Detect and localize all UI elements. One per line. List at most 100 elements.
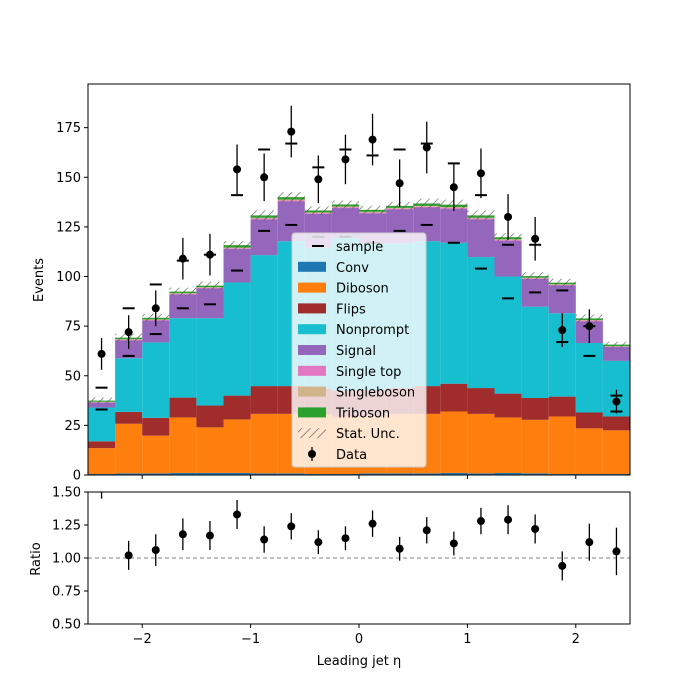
- ratio-point-3: [178, 530, 187, 539]
- ratio-point-10: [368, 519, 377, 528]
- bar-signal-6: [250, 219, 278, 256]
- legend: sample Conv Diboson Flips Nonprompt Signal Sin…: [291, 232, 427, 468]
- data-point-14: [476, 169, 485, 178]
- stat-unc-band-3: [169, 287, 197, 296]
- main-y-tick-label-2: 50: [64, 369, 81, 384]
- stat-unc-band-12: [413, 198, 441, 209]
- bar-flips-13: [440, 383, 468, 412]
- ratio-point-8: [314, 538, 323, 547]
- stat-unc-band-4: [196, 281, 224, 290]
- legend-label-single-top: Single top: [336, 365, 401, 380]
- bar-flips-14: [467, 388, 495, 414]
- bar-conv-13: [440, 473, 468, 475]
- data-point-13: [449, 183, 458, 192]
- data-point-7: [287, 127, 296, 136]
- ratio-plot-frame: [87, 491, 631, 625]
- bar-signal-0: [88, 402, 116, 408]
- ratio-y-tick-label-4: 1.50: [52, 486, 81, 501]
- bar-flips-17: [548, 396, 576, 417]
- bar-diboson-6: [250, 413, 278, 474]
- bar-diboson-3: [169, 417, 197, 474]
- bar-nonprompt-18: [575, 343, 603, 413]
- bar-signal-3: [169, 294, 197, 319]
- bar-signal-15: [494, 240, 522, 277]
- main-x-ticks: [141, 475, 577, 479]
- bar-nonprompt-1: [115, 358, 143, 412]
- main-y-tick-label-4: 100: [56, 270, 81, 285]
- bar-diboson-16: [521, 419, 549, 474]
- ratio-point-1: [124, 551, 133, 560]
- bar-signal-19: [602, 346, 630, 361]
- data-point-19: [612, 397, 621, 406]
- bar-signal-1: [115, 340, 143, 359]
- bar-conv-7: [277, 473, 305, 475]
- bar-nonprompt-0: [88, 407, 116, 442]
- bar-conv-1: [115, 473, 143, 475]
- stat-unc-band-5: [223, 241, 251, 250]
- bar-conv-6: [250, 473, 278, 475]
- ratio-y-tick-label-2: 1.00: [52, 552, 81, 567]
- stat-unc-band-14: [467, 210, 495, 221]
- legend-label-signal: Signal: [336, 344, 376, 359]
- legend-swatch-singleboson: [298, 386, 326, 397]
- x-tick-label-2: 0: [355, 632, 363, 647]
- bar-nonprompt-13: [440, 242, 468, 384]
- main-y-tick-label-5: 125: [56, 220, 81, 235]
- ratio-y-axis-label: Ratio: [29, 542, 44, 575]
- stat-unc-band-0: [88, 397, 116, 404]
- bar-conv-5: [223, 473, 251, 475]
- bar-diboson-15: [494, 417, 522, 474]
- data-point-4: [205, 250, 214, 259]
- ratio-point-6: [260, 535, 269, 544]
- data-point-17: [558, 326, 567, 335]
- main-y-tick-label-1: 25: [64, 419, 81, 434]
- legend-label-nonprompt: Nonprompt: [336, 323, 409, 338]
- bar-conv-10: [359, 473, 387, 475]
- bar-nonprompt-4: [196, 318, 224, 406]
- legend-label-flips: Flips: [336, 302, 366, 317]
- ratio-point-19: [612, 547, 621, 556]
- bar-diboson-17: [548, 416, 576, 475]
- bar-diboson-13: [440, 411, 468, 474]
- bar-conv-14: [467, 473, 495, 475]
- bar-signal-5: [223, 248, 251, 283]
- ratio-y-ticks: 0.50 0.75 1.00 1.25 1.50: [52, 486, 88, 633]
- bar-conv-4: [196, 473, 224, 475]
- ratio-plot: −2 −1 0 1 2 0.50 0.75 1.00 1.25 1.50 Ratio Leadi…: [29, 486, 631, 669]
- bar-nonprompt-15: [494, 276, 522, 394]
- legend-swatch-signal: [298, 345, 326, 355]
- main-y-axis-label: Events: [32, 258, 47, 302]
- bar-flips-15: [494, 393, 522, 418]
- legend-label-data: Data: [336, 448, 367, 463]
- stat-unc-band-6: [250, 210, 278, 221]
- x-tick-label-0: −2: [133, 632, 152, 647]
- bar-diboson-14: [467, 413, 495, 474]
- legend-swatch-stat-unc: [298, 428, 326, 439]
- stat-unc-band-7: [277, 192, 305, 203]
- data-point-2: [151, 304, 160, 313]
- legend-label-singleboson: Singleboson: [336, 386, 415, 401]
- data-point-9: [341, 155, 350, 164]
- bar-conv-2: [142, 473, 170, 475]
- bar-nonprompt-3: [169, 318, 197, 398]
- data-point-12: [422, 143, 431, 152]
- bar-conv-3: [169, 473, 197, 475]
- legend-swatch-nonprompt: [298, 324, 326, 335]
- ratio-point-2: [151, 546, 160, 555]
- bar-signal-13: [440, 209, 468, 243]
- ratio-point-11: [395, 544, 404, 553]
- data-point-1: [124, 328, 133, 337]
- x-tick-label-4: 2: [572, 632, 580, 647]
- stat-unc-band-9: [331, 200, 359, 209]
- bar-conv-16: [521, 473, 549, 475]
- ratio-points: [100, 492, 621, 581]
- data-point-3: [178, 254, 187, 263]
- bar-flips-3: [169, 397, 197, 418]
- stat-unc-band-19: [602, 341, 630, 348]
- bar-flips-1: [115, 411, 143, 424]
- ratio-y-tick-label-0: 0.50: [52, 618, 81, 633]
- ratio-point-15: [504, 515, 513, 524]
- bar-conv-15: [494, 473, 522, 475]
- ratio-point-14: [476, 517, 485, 526]
